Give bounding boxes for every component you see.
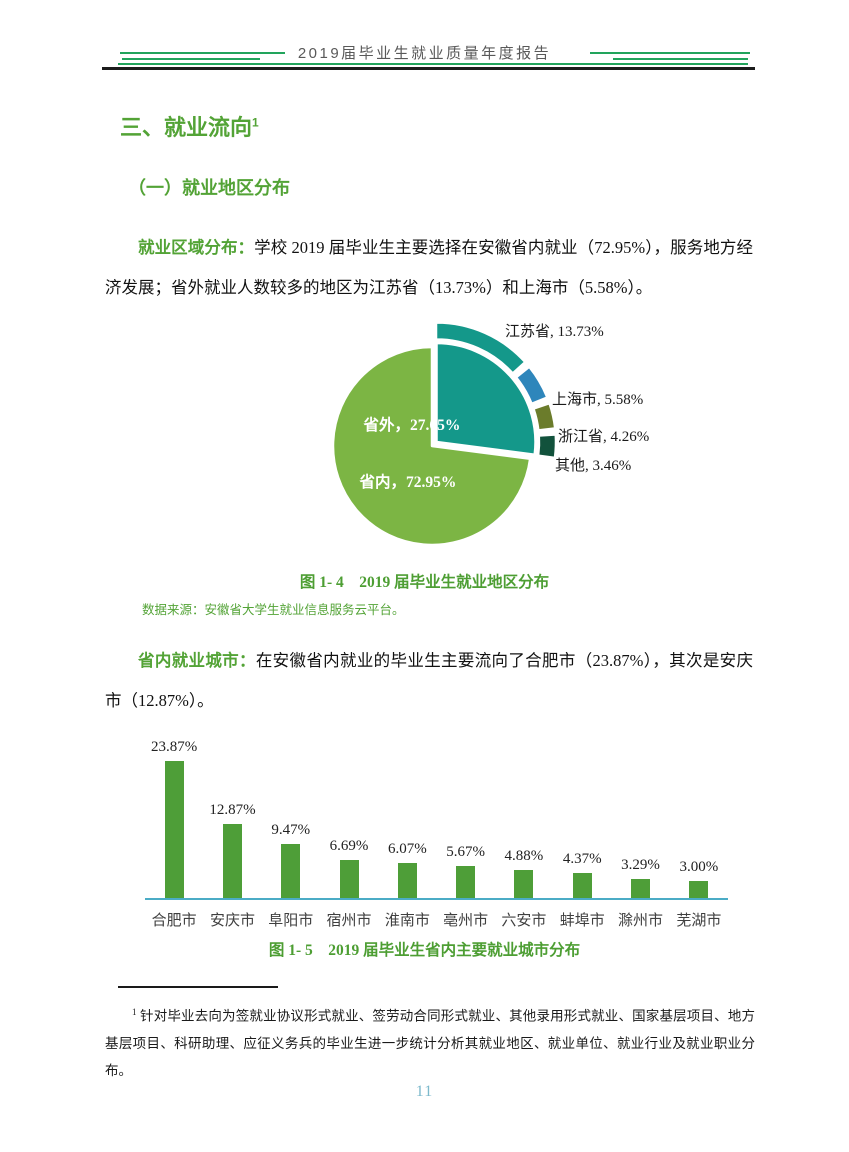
bar-rect	[339, 859, 359, 898]
footnote-body: 针对毕业去向为签就业协议形式就业、签劳动合同形式就业、其他录用形式就业、国家基层…	[105, 1008, 755, 1078]
data-source-note: 数据来源：安徽省大学生就业信息服务云平台。	[142, 603, 405, 617]
bar-column-滁州市: 3.29%	[611, 857, 669, 898]
bar-rect	[164, 761, 184, 898]
bar-category-label: 合肥市	[151, 913, 197, 929]
bar-category-label: 滁州市	[618, 913, 664, 929]
section-heading-text: 三、就业流向	[120, 115, 253, 140]
bar-value-label: 4.37%	[562, 850, 602, 867]
paragraph-lead: 省内就业城市：	[138, 652, 256, 670]
pie-ring-segment-上海市	[515, 366, 548, 404]
page-number: 11	[415, 1083, 434, 1100]
bar-column-合肥市: 23.87%	[145, 739, 203, 898]
bar-category-label: 安庆市	[209, 913, 255, 929]
header-decor-line-left-2	[122, 58, 260, 60]
paragraph-region-distribution: 就业区域分布：学校 2019 届毕业生主要选择在安徽省内就业（72.95%），服…	[105, 228, 753, 308]
pie-label-江苏省: 江苏省, 13.73%	[505, 323, 604, 340]
figure-1-5-caption: 图 1- 5 2019 届毕业生省内主要就业城市分布	[268, 942, 581, 959]
bar-value-label: 12.87%	[209, 802, 256, 819]
pie-ring-segment-江苏省	[435, 322, 526, 374]
bar-rect	[456, 865, 476, 898]
pie-ring-segment-其他	[537, 434, 557, 459]
bar-category-label: 六安市	[501, 913, 547, 929]
bar-rect	[222, 824, 242, 898]
header-decor-line-right-2	[613, 58, 748, 60]
bar-value-label: 5.67%	[446, 843, 485, 860]
bar-rect	[689, 880, 709, 898]
bar-chart: 23.87% 12.87% 9.47% 6.69% 6.07% 5.67% 4.88% 4.3…	[145, 735, 728, 930]
bar-chart-plot: 23.87% 12.87% 9.47% 6.69% 6.07% 5.67% 4.88% 4.3…	[145, 735, 728, 900]
paragraph-city-distribution: 省内就业城市：在安徽省内就业的毕业生主要流向了合肥市（23.87%），其次是安庆…	[105, 641, 753, 721]
header-rule-dark	[102, 67, 755, 70]
bar-value-label: 9.47%	[271, 821, 311, 838]
pie-label-其他: 其他, 3.46%	[555, 457, 631, 474]
bar-category-label: 亳州市	[443, 913, 489, 929]
header-decor-line-right-1	[590, 52, 750, 54]
bar-column-亳州市: 5.67%	[436, 843, 494, 898]
pie-label-province-outside: 省外，27.05%	[363, 415, 461, 434]
header-decor-line-left-1	[120, 52, 285, 54]
bar-category-label: 淮南市	[384, 913, 430, 929]
pie-ring-segment-浙江省	[533, 403, 556, 431]
pie-label-浙江省: 浙江省, 4.26%	[558, 428, 649, 445]
pie-chart-svg: 江苏省, 13.73% 上海市, 5.58% 浙江省, 4.26% 其他, 3.46%…	[331, 322, 649, 547]
section-footnote-ref: 1	[252, 115, 259, 130]
bar-column-阜阳市: 9.47%	[262, 822, 320, 898]
bar-column-蚌埠市: 4.37%	[553, 851, 611, 898]
bar-category-label: 蚌埠市	[559, 913, 605, 929]
bar-chart-categories: 合肥市 安庆市 阜阳市 宿州市 淮南市 亳州市 六安市 蚌埠市 滁州市 芜湖市	[145, 900, 728, 930]
bar-rect	[281, 843, 301, 898]
page-header-title: 2019届毕业生就业质量年度报告	[297, 45, 552, 62]
paragraph-text: 学校 2019 届毕业生主要选择在安徽省内就业（72.95%），服务地方经济发展…	[105, 238, 754, 297]
bar-value-label: 6.07%	[387, 841, 427, 858]
subsection-heading: （一）就业地区分布	[128, 178, 290, 198]
header-rule-green	[118, 63, 748, 65]
bar-value-label: 3.29%	[621, 857, 660, 874]
pie-label-上海市: 上海市, 5.58%	[552, 391, 643, 408]
figure-1-4-caption: 图 1- 4 2019 届毕业生就业地区分布	[299, 574, 550, 591]
bar-column-六安市: 4.88%	[495, 848, 553, 898]
bar-category-label: 芜湖市	[676, 913, 722, 929]
bar-column-宿州市: 6.69%	[320, 838, 378, 898]
bar-rect	[572, 872, 592, 898]
pie-label-province-inside: 省内，72.95%	[359, 472, 457, 491]
bar-column-芜湖市: 3.00%	[670, 859, 728, 898]
paragraph-text: 在安徽省内就业的毕业生主要流向了合肥市（23.87%），其次是安庆市（12.87…	[105, 651, 753, 710]
bar-rect	[397, 863, 417, 898]
footnote-text: 1 针对毕业去向为签就业协议形式就业、签劳动合同形式就业、其他录用形式就业、国家…	[105, 999, 755, 1084]
bar-category-label: 宿州市	[326, 913, 372, 929]
bar-column-淮南市: 6.07%	[378, 841, 436, 898]
pie-slice-province-outside	[435, 341, 537, 457]
paragraph-lead: 就业区域分布：	[138, 239, 255, 257]
bar-category-label: 阜阳市	[268, 913, 314, 929]
bar-value-label: 3.00%	[679, 858, 719, 875]
pie-slice-province-inside	[331, 345, 532, 547]
bar-rect	[514, 870, 534, 898]
section-heading: 三、就业流向1	[120, 110, 259, 142]
footnote-marker: 1	[132, 1007, 137, 1017]
bar-value-label: 23.87%	[151, 739, 198, 755]
footnote-separator	[118, 986, 278, 988]
bar-value-label: 6.69%	[329, 837, 369, 854]
bar-column-安庆市: 12.87%	[203, 802, 261, 898]
bar-value-label: 4.88%	[504, 848, 544, 864]
bar-rect	[631, 879, 651, 898]
